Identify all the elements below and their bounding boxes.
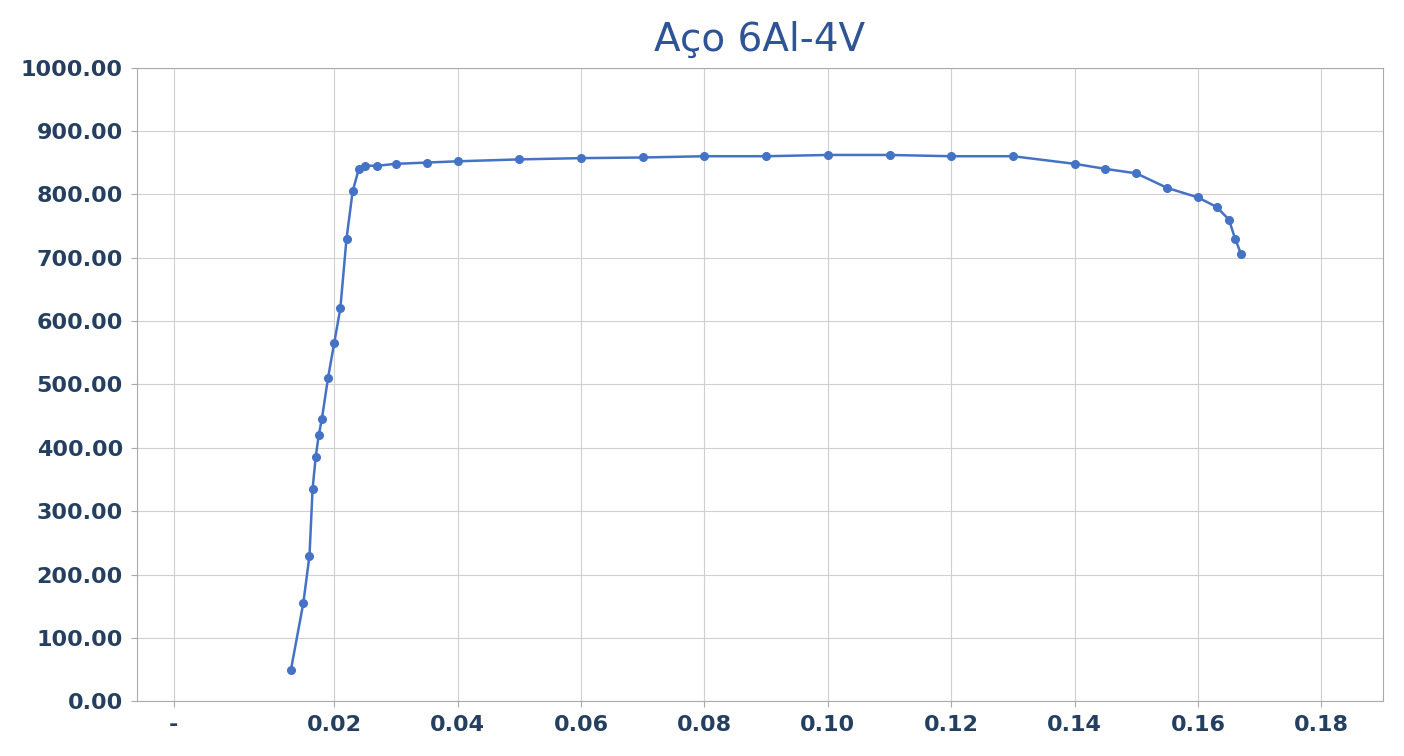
Title: Aço 6Al-4V: Aço 6Al-4V <box>654 21 865 59</box>
